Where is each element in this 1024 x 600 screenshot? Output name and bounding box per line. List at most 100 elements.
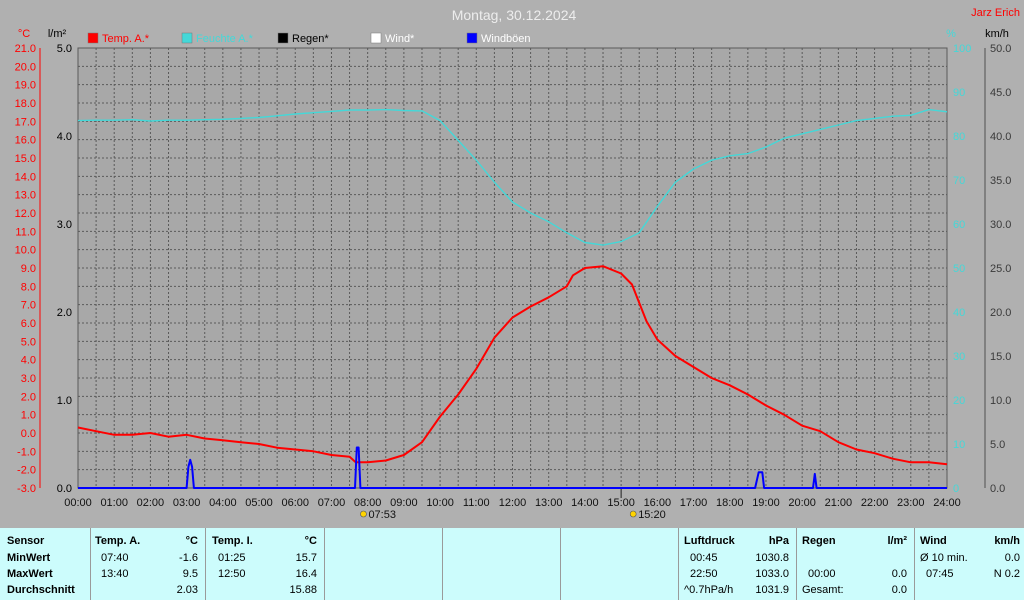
temp-i-max-value: 16.4	[295, 568, 317, 580]
x-tick-label: 22:00	[861, 497, 889, 509]
temp-tick-label: 11.0	[15, 226, 36, 238]
temp-tick-label: 12.0	[15, 208, 36, 220]
x-tick-label: 13:00	[535, 497, 563, 509]
pressure-unit: hPa	[768, 535, 789, 547]
humidity-tick-label: 80	[953, 131, 965, 143]
pressure-trend: ^0.7hPa/h	[684, 584, 734, 596]
row-label-avg: Durchschnitt	[7, 584, 75, 596]
wind-average: 0.0	[1004, 552, 1020, 564]
x-tick-label: 12:00	[499, 497, 527, 509]
temp-tick-label: 3.0	[21, 373, 36, 385]
rain-tick-label: 5.0	[57, 43, 72, 55]
rain-tick-label: 4.0	[57, 131, 72, 143]
wind-tick-label: 50.0	[990, 43, 1011, 55]
pressure-min-value: 1030.8	[755, 552, 789, 564]
wind-tick-label: 10.0	[990, 395, 1011, 407]
temp-a-average: 2.03	[176, 584, 198, 596]
temp-tick-label: 6.0	[21, 318, 36, 330]
temp-tick-label: 14.0	[15, 171, 36, 183]
legend-swatch	[181, 32, 193, 44]
row-label-min: MinWert	[7, 552, 51, 564]
legend-swatch	[87, 32, 99, 44]
x-tick-label: 07:00	[318, 497, 346, 509]
temp-tick-label: 16.0	[15, 135, 36, 147]
temp-a-max-value: 9.5	[182, 568, 198, 580]
wind-tick-label: 40.0	[990, 131, 1011, 143]
wind-tick-label: 35.0	[990, 175, 1011, 187]
pressure-max-value: 1033.0	[755, 568, 789, 580]
rain-tick-label: 1.0	[57, 395, 72, 407]
legend-label: Feuchte A.*	[196, 33, 254, 45]
rain-tick-label: 3.0	[57, 219, 72, 231]
wind-average-label: Ø 10 min.	[920, 552, 968, 564]
legend-label: Windböen	[481, 33, 531, 45]
humidity-series-line	[77, 108, 948, 246]
wind-tick-label: 20.0	[990, 307, 1011, 319]
temp-tick-label: 19.0	[15, 80, 36, 92]
x-tick-label: 05:00	[245, 497, 273, 509]
x-tick-label: 08:00	[354, 497, 382, 509]
x-tick-label: 14:00	[571, 497, 599, 509]
temp-series-line	[77, 265, 948, 466]
humidity-tick-label: 70	[953, 175, 965, 187]
humidity-tick-label: 90	[953, 87, 965, 99]
x-tick-label: 04:00	[209, 497, 237, 509]
humidity-tick-label: 60	[953, 219, 965, 231]
x-tick-label: 19:00	[752, 497, 780, 509]
rain-axis-unit: l/m²	[48, 28, 67, 40]
x-tick-label: 02:00	[137, 497, 165, 509]
x-tick-label: 20:00	[788, 497, 816, 509]
rain-total-label: Gesamt:	[802, 584, 844, 596]
station-name: Jarz Erich	[971, 7, 1020, 19]
wind-unit: km/h	[994, 535, 1020, 547]
x-tick-label: 00:00	[64, 497, 92, 509]
x-tick-label: 11:00	[463, 497, 490, 509]
legend-swatch	[466, 32, 478, 44]
legend: Temp. A.* Feuchte A.* Regen* Wind* Windböen	[87, 32, 531, 45]
temp-i-min-value: 15.7	[295, 552, 317, 564]
pressure-min-time: 00:45	[690, 552, 718, 564]
x-tick-label: 18:00	[716, 497, 744, 509]
temp-tick-label: 7.0	[21, 300, 36, 312]
sunrise-icon	[360, 510, 367, 518]
sensor-header: Sensor	[7, 535, 45, 547]
rain-unit: l/m²	[887, 535, 907, 547]
humidity-tick-label: 40	[953, 307, 965, 319]
temp-tick-label: 18.0	[15, 98, 36, 110]
stats-table: Sensor MinWert MaxWert Durchschnitt Temp…	[0, 528, 1024, 600]
grid	[78, 48, 947, 488]
gust-series-line	[78, 446, 947, 489]
temp-i-header: Temp. I.	[212, 535, 253, 547]
pressure-average: 1031.9	[755, 584, 789, 596]
legend-label: Wind*	[385, 33, 415, 45]
temp-axis-unit: °C	[18, 28, 30, 40]
sunrise-time: 07:53	[368, 509, 396, 521]
sunrise-marker: 07:53	[360, 509, 396, 521]
x-tick-label: 15:00	[607, 497, 635, 509]
x-tick-label: 10:00	[426, 497, 454, 509]
sunset-icon	[629, 510, 637, 518]
temp-i-min-time: 01:25	[218, 552, 246, 564]
wind-gust-time: 07:45	[926, 568, 954, 580]
wind-gust: N 0.2	[993, 568, 1020, 580]
rain-max-value: 0.0	[891, 568, 907, 580]
temp-tick-label: -1.0	[17, 446, 36, 458]
temp-i-max-time: 12:50	[218, 568, 246, 580]
temp-tick-label: 21.0	[15, 43, 36, 55]
temp-tick-label: 5.0	[21, 336, 36, 348]
temp-a-header: Temp. A.	[95, 535, 141, 547]
temp-tick-label: -2.0	[17, 465, 36, 477]
sun-markers: 07:53 15:20	[360, 509, 666, 521]
x-tick-label: 17:00	[680, 497, 708, 509]
temp-tick-label: 15.0	[15, 153, 36, 165]
series	[77, 108, 948, 489]
sunset-marker: 15:20	[629, 509, 666, 521]
x-tick-label: 24:00	[933, 497, 961, 509]
x-tick-label: 16:00	[644, 497, 672, 509]
rain-total: 0.0	[891, 584, 907, 596]
temp-i-average: 15.88	[289, 584, 317, 596]
temp-tick-label: 10.0	[15, 245, 36, 257]
rain-header: Regen	[802, 535, 836, 547]
wind-tick-label: 0.0	[990, 483, 1005, 495]
pressure-header: Luftdruck	[684, 535, 735, 547]
